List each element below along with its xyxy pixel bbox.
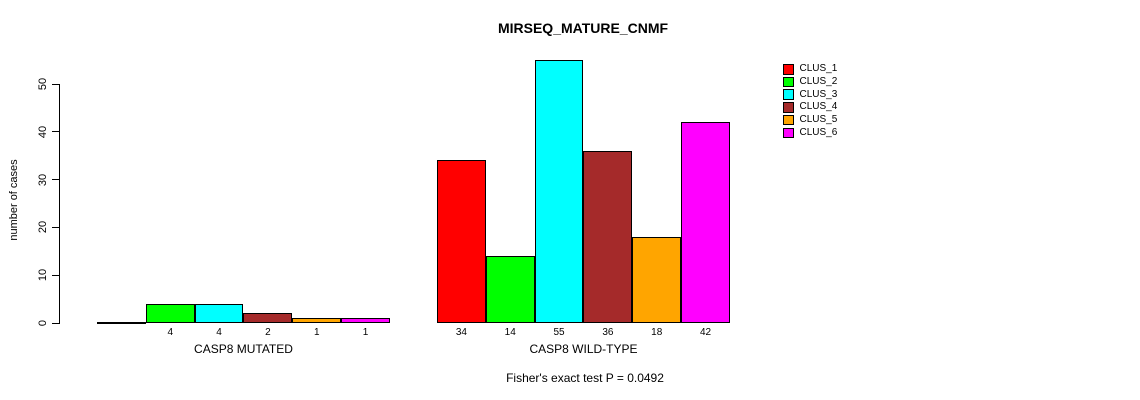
zero-height-bar bbox=[97, 322, 146, 324]
legend-color-swatch bbox=[783, 127, 794, 139]
bar bbox=[243, 313, 293, 323]
legend-item: CLUS_4 bbox=[783, 101, 837, 114]
bar bbox=[292, 318, 342, 323]
bar bbox=[583, 150, 633, 323]
legend-item-label: CLUS_5 bbox=[799, 114, 838, 126]
y-axis-title: number of cases bbox=[8, 159, 20, 241]
legend-color-swatch bbox=[783, 64, 794, 75]
bar-value-label: 34 bbox=[455, 327, 467, 338]
y-axis-tick-label: 10 bbox=[37, 269, 49, 282]
bar-value-label: 14 bbox=[504, 327, 516, 338]
y-axis-tick-label: 0 bbox=[37, 319, 49, 327]
y-axis-tick bbox=[52, 179, 59, 181]
legend-item-label: CLUS_4 bbox=[799, 101, 838, 113]
y-axis-tick bbox=[52, 83, 59, 85]
bar bbox=[534, 60, 584, 323]
legend-item-label: CLUS_1 bbox=[799, 63, 838, 75]
bar bbox=[485, 256, 535, 323]
legend-color-swatch bbox=[783, 102, 794, 113]
chart-title: MIRSEQ_MATURE_CNMF bbox=[497, 20, 669, 36]
bar bbox=[145, 303, 195, 323]
annotation-text: Fisher's exact test P = 0.0492 bbox=[506, 371, 664, 385]
y-axis-tick-label: 30 bbox=[37, 173, 49, 186]
legend-color-swatch bbox=[783, 89, 794, 100]
legend-item: CLUS_5 bbox=[783, 114, 837, 127]
bar-value-label: 55 bbox=[553, 327, 565, 338]
legend-color-swatch bbox=[783, 76, 794, 88]
legend-item: CLUS_6 bbox=[783, 126, 837, 139]
legend-item-label: CLUS_2 bbox=[799, 76, 838, 88]
bar-value-label: 2 bbox=[265, 327, 271, 338]
y-axis-tick bbox=[52, 131, 59, 133]
bar bbox=[341, 318, 390, 323]
bar bbox=[437, 160, 486, 323]
legend-item-label: CLUS_6 bbox=[799, 126, 838, 138]
legend-color-swatch bbox=[783, 114, 794, 126]
legend-item-label: CLUS_3 bbox=[799, 88, 838, 100]
group-label: CASP8 WILD-TYPE bbox=[529, 342, 638, 356]
y-axis-tick bbox=[52, 322, 59, 324]
legend-item: CLUS_3 bbox=[783, 88, 837, 101]
y-axis-tick-label: 50 bbox=[37, 77, 49, 91]
bar-value-label: 1 bbox=[313, 327, 320, 338]
y-axis-tick-label: 40 bbox=[37, 125, 49, 138]
bar-value-label: 4 bbox=[216, 327, 222, 338]
bar-value-label: 18 bbox=[651, 327, 663, 338]
y-axis-line bbox=[59, 84, 60, 324]
bar-value-label: 36 bbox=[602, 327, 614, 338]
legend-item: CLUS_2 bbox=[783, 76, 837, 89]
bar bbox=[632, 236, 682, 323]
y-axis-tick bbox=[52, 274, 59, 276]
bar bbox=[194, 303, 244, 323]
bar bbox=[681, 122, 730, 323]
legend: CLUS_1 CLUS_2 CLUS_3 CLUS_4 CLUS_5 CLUS_6 bbox=[783, 63, 837, 139]
bar-value-label: 1 bbox=[362, 327, 369, 338]
y-axis-tick bbox=[52, 226, 59, 228]
group-label: CASP8 MUTATED bbox=[194, 342, 293, 356]
bar-value-label: 42 bbox=[700, 327, 712, 338]
legend-item: CLUS_1 bbox=[783, 63, 837, 76]
y-axis-tick-label: 20 bbox=[37, 221, 49, 234]
bar-value-label: 4 bbox=[167, 327, 174, 338]
